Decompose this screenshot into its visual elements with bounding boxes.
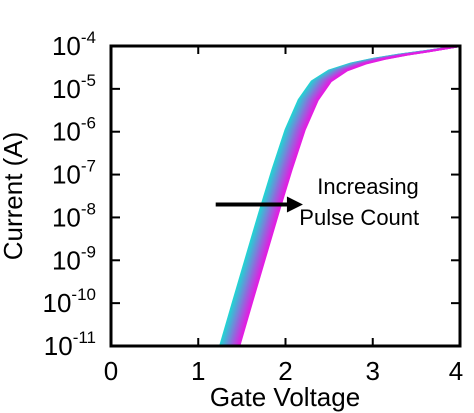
y-tick-label: 10-8 [52, 199, 96, 232]
iv-curve-16 [238, 45, 461, 347]
annotation-line-2: Pulse Count [299, 205, 419, 230]
annotation: Increasing Pulse Count [215, 174, 419, 230]
x-tick-label: 4 [449, 356, 463, 386]
y-tick-label: 10-10 [43, 285, 97, 318]
x-tick-label: 2 [278, 356, 292, 386]
increasing-arrow-head [286, 196, 303, 213]
x-axis-label: Gate Voltage [210, 382, 360, 412]
y-ticks: 10-4 10-5 10-6 10-7 10-8 10-9 10-10 10-11 [43, 28, 460, 361]
y-tick-label: 10-6 [52, 114, 96, 147]
x-ticks: 0 1 2 3 4 [104, 46, 463, 386]
y-tick-label: 10-11 [44, 328, 96, 361]
y-axis-label: Current (A) [0, 132, 28, 261]
annotation-line-1: Increasing [317, 174, 419, 199]
y-tick-label: 10-9 [52, 242, 96, 275]
curves-group [219, 45, 461, 347]
y-tick-label: 10-4 [52, 28, 96, 61]
y-tick-label: 10-5 [52, 71, 96, 104]
x-tick-label: 3 [366, 356, 380, 386]
x-tick-label: 0 [104, 356, 118, 386]
y-tick-label: 10-7 [52, 157, 96, 190]
x-tick-label: 1 [191, 356, 205, 386]
